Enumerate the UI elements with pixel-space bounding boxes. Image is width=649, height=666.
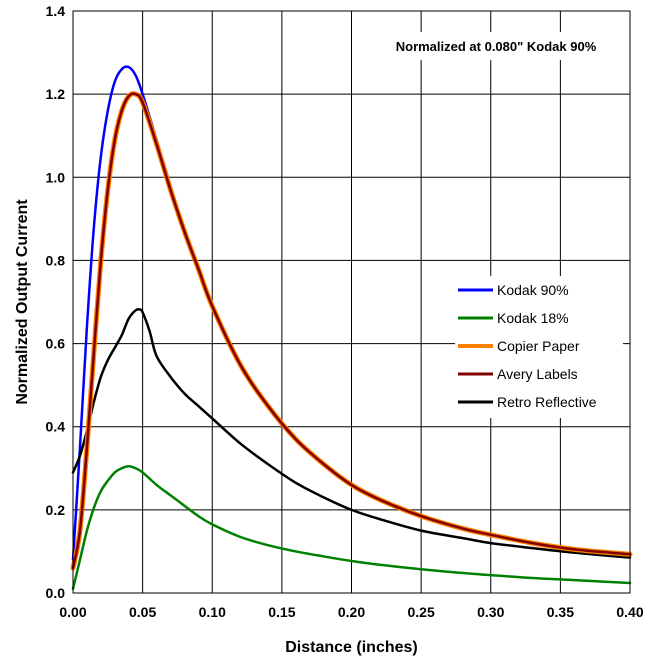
y-tick-label: 0.4 — [46, 419, 66, 435]
series-line-avery-labels — [71, 92, 632, 570]
x-tick-label: 0.30 — [477, 604, 504, 620]
series-line-retro-reflective — [71, 307, 632, 559]
normalization-note-box — [358, 32, 628, 60]
legend-label-kodak-18: Kodak 18% — [497, 310, 569, 326]
x-tick-label: 0.20 — [338, 604, 365, 620]
y-tick-label: 0.8 — [46, 252, 66, 268]
x-tick-label: 0.15 — [268, 604, 295, 620]
y-axis-ticks: 0.0 0.2 0.4 0.6 0.8 1.0 1.2 1.4 — [46, 3, 66, 601]
x-tick-label: 0.00 — [59, 604, 86, 620]
legend: Kodak 90% Kodak 18% Copier Paper Avery Labe… — [455, 276, 623, 418]
normalization-note: Normalized at 0.080" Kodak 90% — [358, 32, 628, 60]
x-axis-ticks: 0.00 0.05 0.10 0.15 0.20 0.25 0.30 0.35 0.40 — [59, 604, 643, 620]
x-tick-label: 0.25 — [408, 604, 435, 620]
normalization-note-text: Normalized at 0.080" Kodak 90% — [396, 39, 597, 54]
y-tick-label: 1.0 — [46, 169, 66, 185]
y-axis-title: Normalized Output Current — [14, 199, 31, 405]
x-axis-title: Distance (inches) — [285, 639, 417, 656]
x-tick-label: 0.10 — [199, 604, 226, 620]
x-tick-label: 0.05 — [129, 604, 156, 620]
legend-label-copier-paper: Copier Paper — [497, 338, 580, 354]
legend-label-retro-reflective: Retro Reflective — [497, 394, 597, 410]
y-tick-label: 1.4 — [46, 3, 66, 19]
y-tick-label: 0.0 — [46, 585, 66, 601]
plot-area-frame — [72, 10, 631, 594]
series-line-kodak-18 — [71, 464, 632, 591]
x-tick-label: 0.40 — [616, 604, 643, 620]
y-tick-label: 0.2 — [46, 502, 66, 518]
y-tick-label: 1.2 — [46, 86, 66, 102]
legend-label-avery-labels: Avery Labels — [497, 366, 578, 382]
legend-label-kodak-90: Kodak 90% — [497, 282, 569, 298]
x-tick-label: 0.35 — [547, 604, 574, 620]
series-lines — [70, 65, 633, 591]
y-tick-label: 0.6 — [46, 336, 66, 352]
